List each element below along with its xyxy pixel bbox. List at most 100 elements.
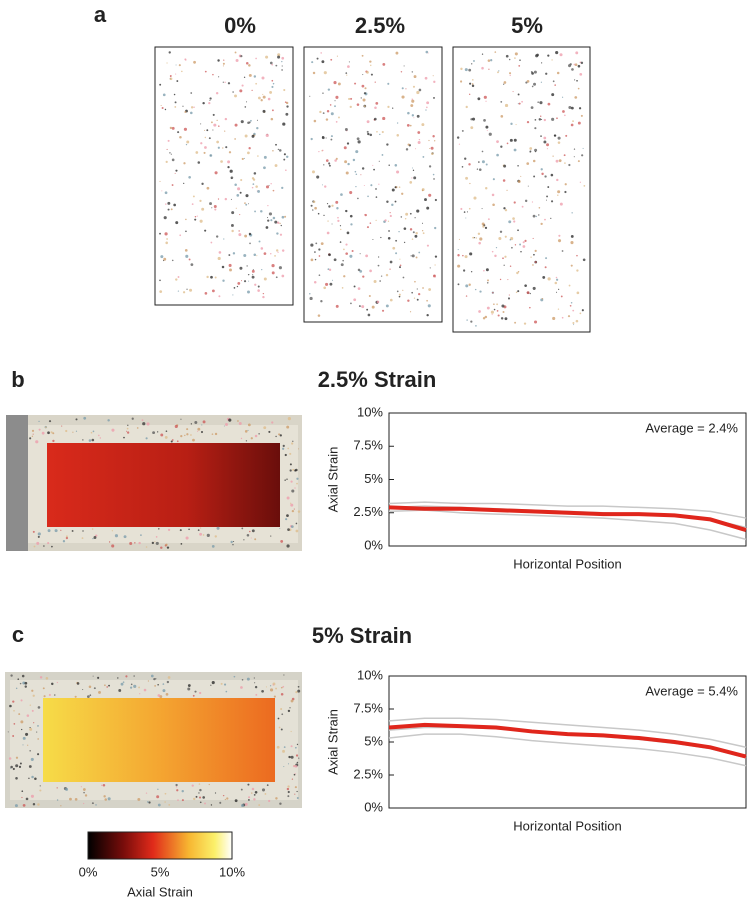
speckle xyxy=(290,755,294,759)
speckle xyxy=(557,194,559,196)
speckle xyxy=(244,430,248,433)
speckle xyxy=(91,438,95,442)
speckle xyxy=(174,424,178,429)
speckle xyxy=(349,191,353,195)
speckle xyxy=(361,305,365,309)
speckle xyxy=(262,109,266,113)
speckle xyxy=(571,68,574,71)
speckle xyxy=(166,546,170,549)
speckle xyxy=(211,207,213,209)
speckle xyxy=(88,439,92,442)
speckle xyxy=(279,233,283,236)
speckle xyxy=(221,265,225,269)
speckle xyxy=(48,693,51,696)
speckle xyxy=(326,203,329,205)
speckle xyxy=(470,63,473,65)
speckle xyxy=(318,248,321,251)
speckle xyxy=(243,157,246,160)
speckle xyxy=(382,62,386,66)
speckle xyxy=(244,802,248,806)
speckle xyxy=(375,196,378,198)
speckle xyxy=(547,54,550,57)
speckle xyxy=(251,269,255,273)
speckle xyxy=(244,106,247,108)
speckle xyxy=(460,67,463,71)
speckle xyxy=(557,239,562,243)
speckle xyxy=(575,319,579,323)
speckle xyxy=(283,674,285,676)
speckle xyxy=(357,268,361,272)
speckle xyxy=(330,135,333,138)
speckle xyxy=(295,754,299,757)
speckle xyxy=(381,154,384,156)
speckle xyxy=(185,536,189,540)
speckle xyxy=(295,522,298,525)
speckle xyxy=(515,291,518,294)
speckle xyxy=(498,237,502,241)
speckle xyxy=(296,797,299,800)
speckle xyxy=(287,528,290,531)
speckle xyxy=(298,757,300,759)
speckle xyxy=(317,314,321,317)
speckle xyxy=(414,217,416,219)
speckle xyxy=(171,259,174,262)
speckle xyxy=(279,802,282,805)
speckle xyxy=(281,249,285,252)
speckle xyxy=(212,113,215,116)
speckle xyxy=(502,179,506,182)
speckle xyxy=(229,268,232,272)
speckle xyxy=(263,155,267,159)
speckle xyxy=(473,196,477,200)
speckle xyxy=(25,732,29,736)
speckle xyxy=(237,187,241,191)
speckle xyxy=(424,76,428,80)
speckle xyxy=(367,195,369,198)
speckle xyxy=(519,243,522,246)
speckle xyxy=(547,277,551,281)
speckle xyxy=(514,52,518,56)
speckle xyxy=(244,202,246,204)
speckle xyxy=(481,208,483,210)
speckle xyxy=(10,674,13,677)
speckle xyxy=(411,167,413,169)
speckle xyxy=(198,796,202,799)
speckle xyxy=(330,58,333,61)
speckle xyxy=(481,150,484,153)
speckle xyxy=(167,139,170,142)
speckle xyxy=(319,110,322,114)
speckle xyxy=(496,310,499,312)
speckle xyxy=(236,285,239,288)
speckle xyxy=(297,685,300,688)
speckle xyxy=(186,428,189,431)
speckle xyxy=(185,143,188,146)
speckle xyxy=(182,291,186,294)
speckle xyxy=(44,426,47,429)
speckle xyxy=(329,104,332,106)
speckle xyxy=(292,468,295,471)
speckle xyxy=(255,185,258,188)
speckle xyxy=(228,151,232,154)
speckle xyxy=(412,169,415,172)
speckle xyxy=(317,212,320,215)
y-tick-label: 0% xyxy=(364,537,383,552)
speckle xyxy=(36,731,38,733)
speckle xyxy=(331,223,333,225)
speckle xyxy=(141,419,144,422)
speckle xyxy=(286,787,290,791)
speckle xyxy=(581,309,584,312)
speckle xyxy=(228,263,232,267)
speckle xyxy=(426,299,428,302)
speckle xyxy=(204,136,207,139)
speckle xyxy=(18,765,22,768)
speckle xyxy=(271,109,274,112)
speckle xyxy=(386,200,389,203)
speckle xyxy=(273,695,276,698)
speckle xyxy=(170,153,172,155)
speckle xyxy=(251,177,255,180)
speckle xyxy=(159,279,161,282)
speckle xyxy=(284,101,287,103)
speckle xyxy=(483,95,487,99)
speckle xyxy=(263,166,266,170)
speckle xyxy=(162,93,166,97)
speckle xyxy=(430,146,434,150)
